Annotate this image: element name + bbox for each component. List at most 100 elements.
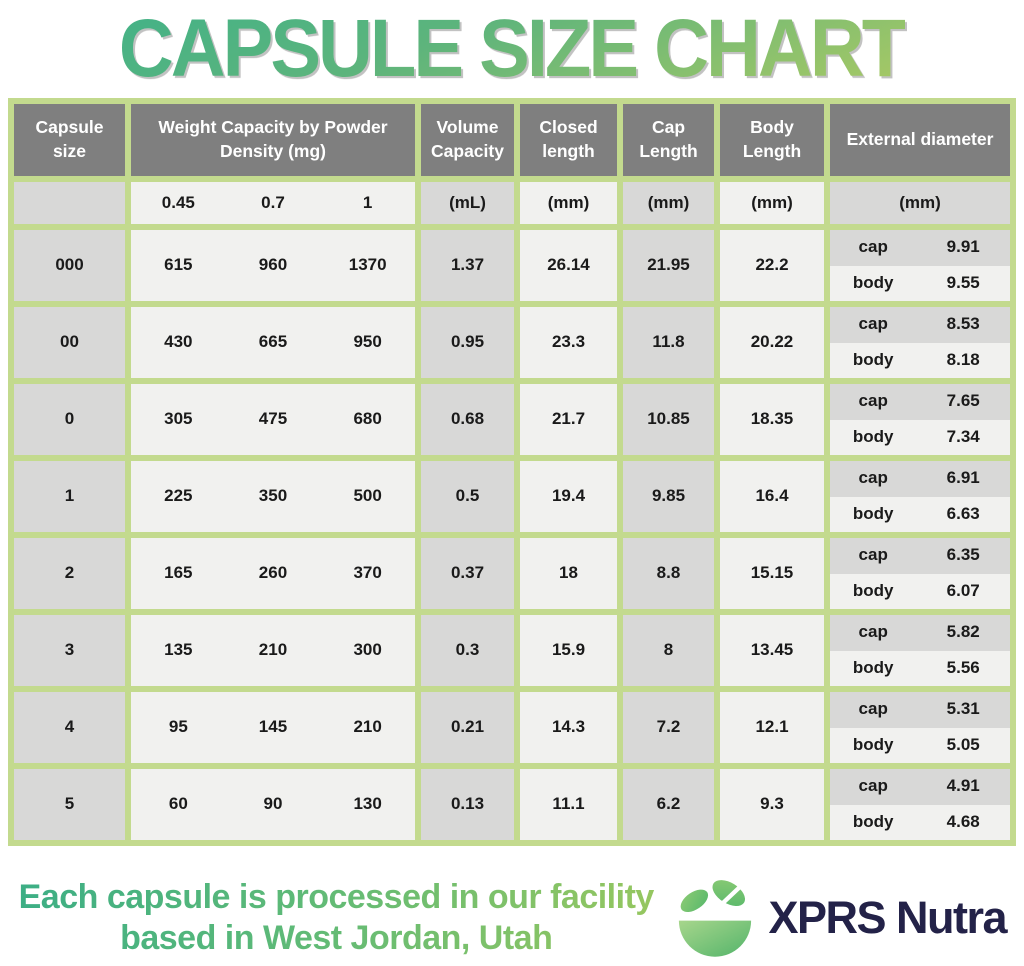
header-weight-capacity: Weight Capacity by Powder Density (mg) [131, 104, 415, 176]
units-external: (mm) [830, 182, 1010, 224]
diameter-body-value: 6.07 [946, 580, 980, 600]
body-length-value: 13.45 [720, 615, 824, 686]
weight-density-1: 500 [353, 486, 382, 506]
table-row-size-5: 5 60 90 130 0.13 11.1 6.2 9.3 cap 4.91 b… [14, 769, 1010, 840]
diameter-body-value: 4.68 [946, 811, 980, 831]
volume-value: 1.37 [421, 230, 514, 301]
external-diameter-cell: cap 6.35 body 6.07 [830, 538, 1010, 609]
capsule-size-value: 0 [14, 384, 125, 455]
diameter-cap-label: cap [858, 468, 888, 488]
cap-length-value: 9.85 [623, 461, 714, 532]
diameter-cap-row: cap 9.91 [830, 230, 1010, 266]
density-0-45: 0.45 [161, 192, 195, 212]
weight-values: 60 90 130 [131, 769, 415, 840]
diameter-body-label: body [852, 426, 894, 446]
header-volume-capacity: Volume Capacity [421, 104, 514, 176]
weight-values: 95 145 210 [131, 692, 415, 763]
weight-density-0-45: 135 [164, 640, 193, 660]
external-diameter-cell: cap 9.91 body 9.55 [830, 230, 1010, 301]
body-length-value: 18.35 [720, 384, 824, 455]
page-title: CAPSULE SIZE CHART [118, 2, 908, 95]
weight-values: 615 960 1370 [131, 230, 415, 301]
diameter-cap-value: 5.82 [946, 622, 980, 642]
diameter-cap-value: 9.91 [946, 237, 980, 257]
density-1: 1 [362, 192, 373, 212]
weight-density-0-7: 475 [258, 409, 288, 429]
units-capsule-size-blank [14, 182, 125, 224]
diameter-body-label: body [852, 580, 894, 600]
units-volume: (mL) [421, 182, 514, 224]
diameter-cap-value: 4.91 [946, 776, 980, 796]
cap-length-value: 6.2 [623, 769, 714, 840]
weight-density-1: 300 [353, 640, 382, 660]
volume-value: 0.21 [421, 692, 514, 763]
diameter-body-row: body 8.18 [830, 342, 1010, 378]
volume-value: 0.68 [421, 384, 514, 455]
capsule-size-value: 5 [14, 769, 125, 840]
diameter-cap-label: cap [858, 622, 888, 642]
body-length-value: 12.1 [720, 692, 824, 763]
weight-values: 135 210 300 [131, 615, 415, 686]
weight-density-0-7: 145 [258, 717, 288, 737]
table-row-size-00: 00 430 665 950 0.95 23.3 11.8 20.22 cap … [14, 307, 1010, 378]
weight-density-1: 130 [353, 794, 382, 814]
weight-density-1: 950 [353, 332, 382, 352]
body-length-value: 22.2 [720, 230, 824, 301]
diameter-body-row: body 4.68 [830, 804, 1010, 840]
diameter-cap-label: cap [858, 391, 888, 411]
diameter-body-label: body [852, 811, 894, 831]
weight-density-0-45: 165 [164, 563, 193, 583]
table-row-size-1: 1 225 350 500 0.5 19.4 9.85 16.4 cap 6.9… [14, 461, 1010, 532]
header-closed-length: Closed length [520, 104, 617, 176]
capsule-size-value: 2 [14, 538, 125, 609]
units-closed: (mm) [520, 182, 617, 224]
closed-length-value: 26.14 [520, 230, 617, 301]
cap-length-value: 8 [623, 615, 714, 686]
units-weight-densities: 0.45 0.7 1 [131, 182, 415, 224]
diameter-cap-row: cap 8.53 [830, 307, 1010, 343]
cap-length-value: 11.8 [623, 307, 714, 378]
diameter-cap-label: cap [858, 314, 888, 334]
diameter-cap-label: cap [858, 237, 888, 257]
weight-density-1: 680 [353, 409, 382, 429]
header-capsule-size: Capsule size [14, 104, 125, 176]
diameter-cap-label: cap [858, 545, 888, 565]
diameter-cap-row: cap 6.35 [830, 538, 1010, 574]
diameter-body-row: body 9.55 [830, 265, 1010, 301]
brand-logo: XPRS Nutra [672, 872, 1007, 964]
diameter-cap-row: cap 6.91 [830, 461, 1010, 497]
cap-length-value: 8.8 [623, 538, 714, 609]
diameter-body-label: body [852, 349, 894, 369]
external-diameter-cell: cap 6.91 body 6.63 [830, 461, 1010, 532]
title-bar: CAPSULE SIZE CHART [0, 0, 1024, 98]
closed-length-value: 23.3 [520, 307, 617, 378]
weight-values: 225 350 500 [131, 461, 415, 532]
table-row-size-4: 4 95 145 210 0.21 14.3 7.2 12.1 cap 5.31… [14, 692, 1010, 763]
brand-name: XPRS Nutra [768, 892, 1007, 943]
weight-density-0-45: 615 [164, 255, 193, 275]
diameter-body-label: body [852, 503, 894, 523]
diameter-cap-value: 5.31 [946, 699, 980, 719]
external-diameter-cell: cap 7.65 body 7.34 [830, 384, 1010, 455]
weight-density-1: 210 [353, 717, 382, 737]
weight-density-0-7: 260 [258, 563, 288, 583]
weight-values: 305 475 680 [131, 384, 415, 455]
diameter-body-label: body [852, 272, 894, 292]
cap-length-value: 10.85 [623, 384, 714, 455]
diameter-body-row: body 7.34 [830, 419, 1010, 455]
capsule-size-value: 4 [14, 692, 125, 763]
volume-value: 0.13 [421, 769, 514, 840]
weight-density-0-45: 95 [168, 717, 188, 737]
weight-values: 430 665 950 [131, 307, 415, 378]
mortar-leaf-icon [679, 880, 752, 957]
diameter-cap-row: cap 4.91 [830, 769, 1010, 805]
diameter-cap-label: cap [858, 776, 888, 796]
closed-length-value: 15.9 [520, 615, 617, 686]
weight-density-0-7: 665 [258, 332, 288, 352]
cap-length-value: 21.95 [623, 230, 714, 301]
header-cap-length: Cap Length [623, 104, 714, 176]
diameter-cap-row: cap 5.31 [830, 692, 1010, 728]
diameter-body-value: 9.55 [946, 272, 980, 292]
body-length-value: 15.15 [720, 538, 824, 609]
diameter-body-value: 6.63 [946, 503, 980, 523]
